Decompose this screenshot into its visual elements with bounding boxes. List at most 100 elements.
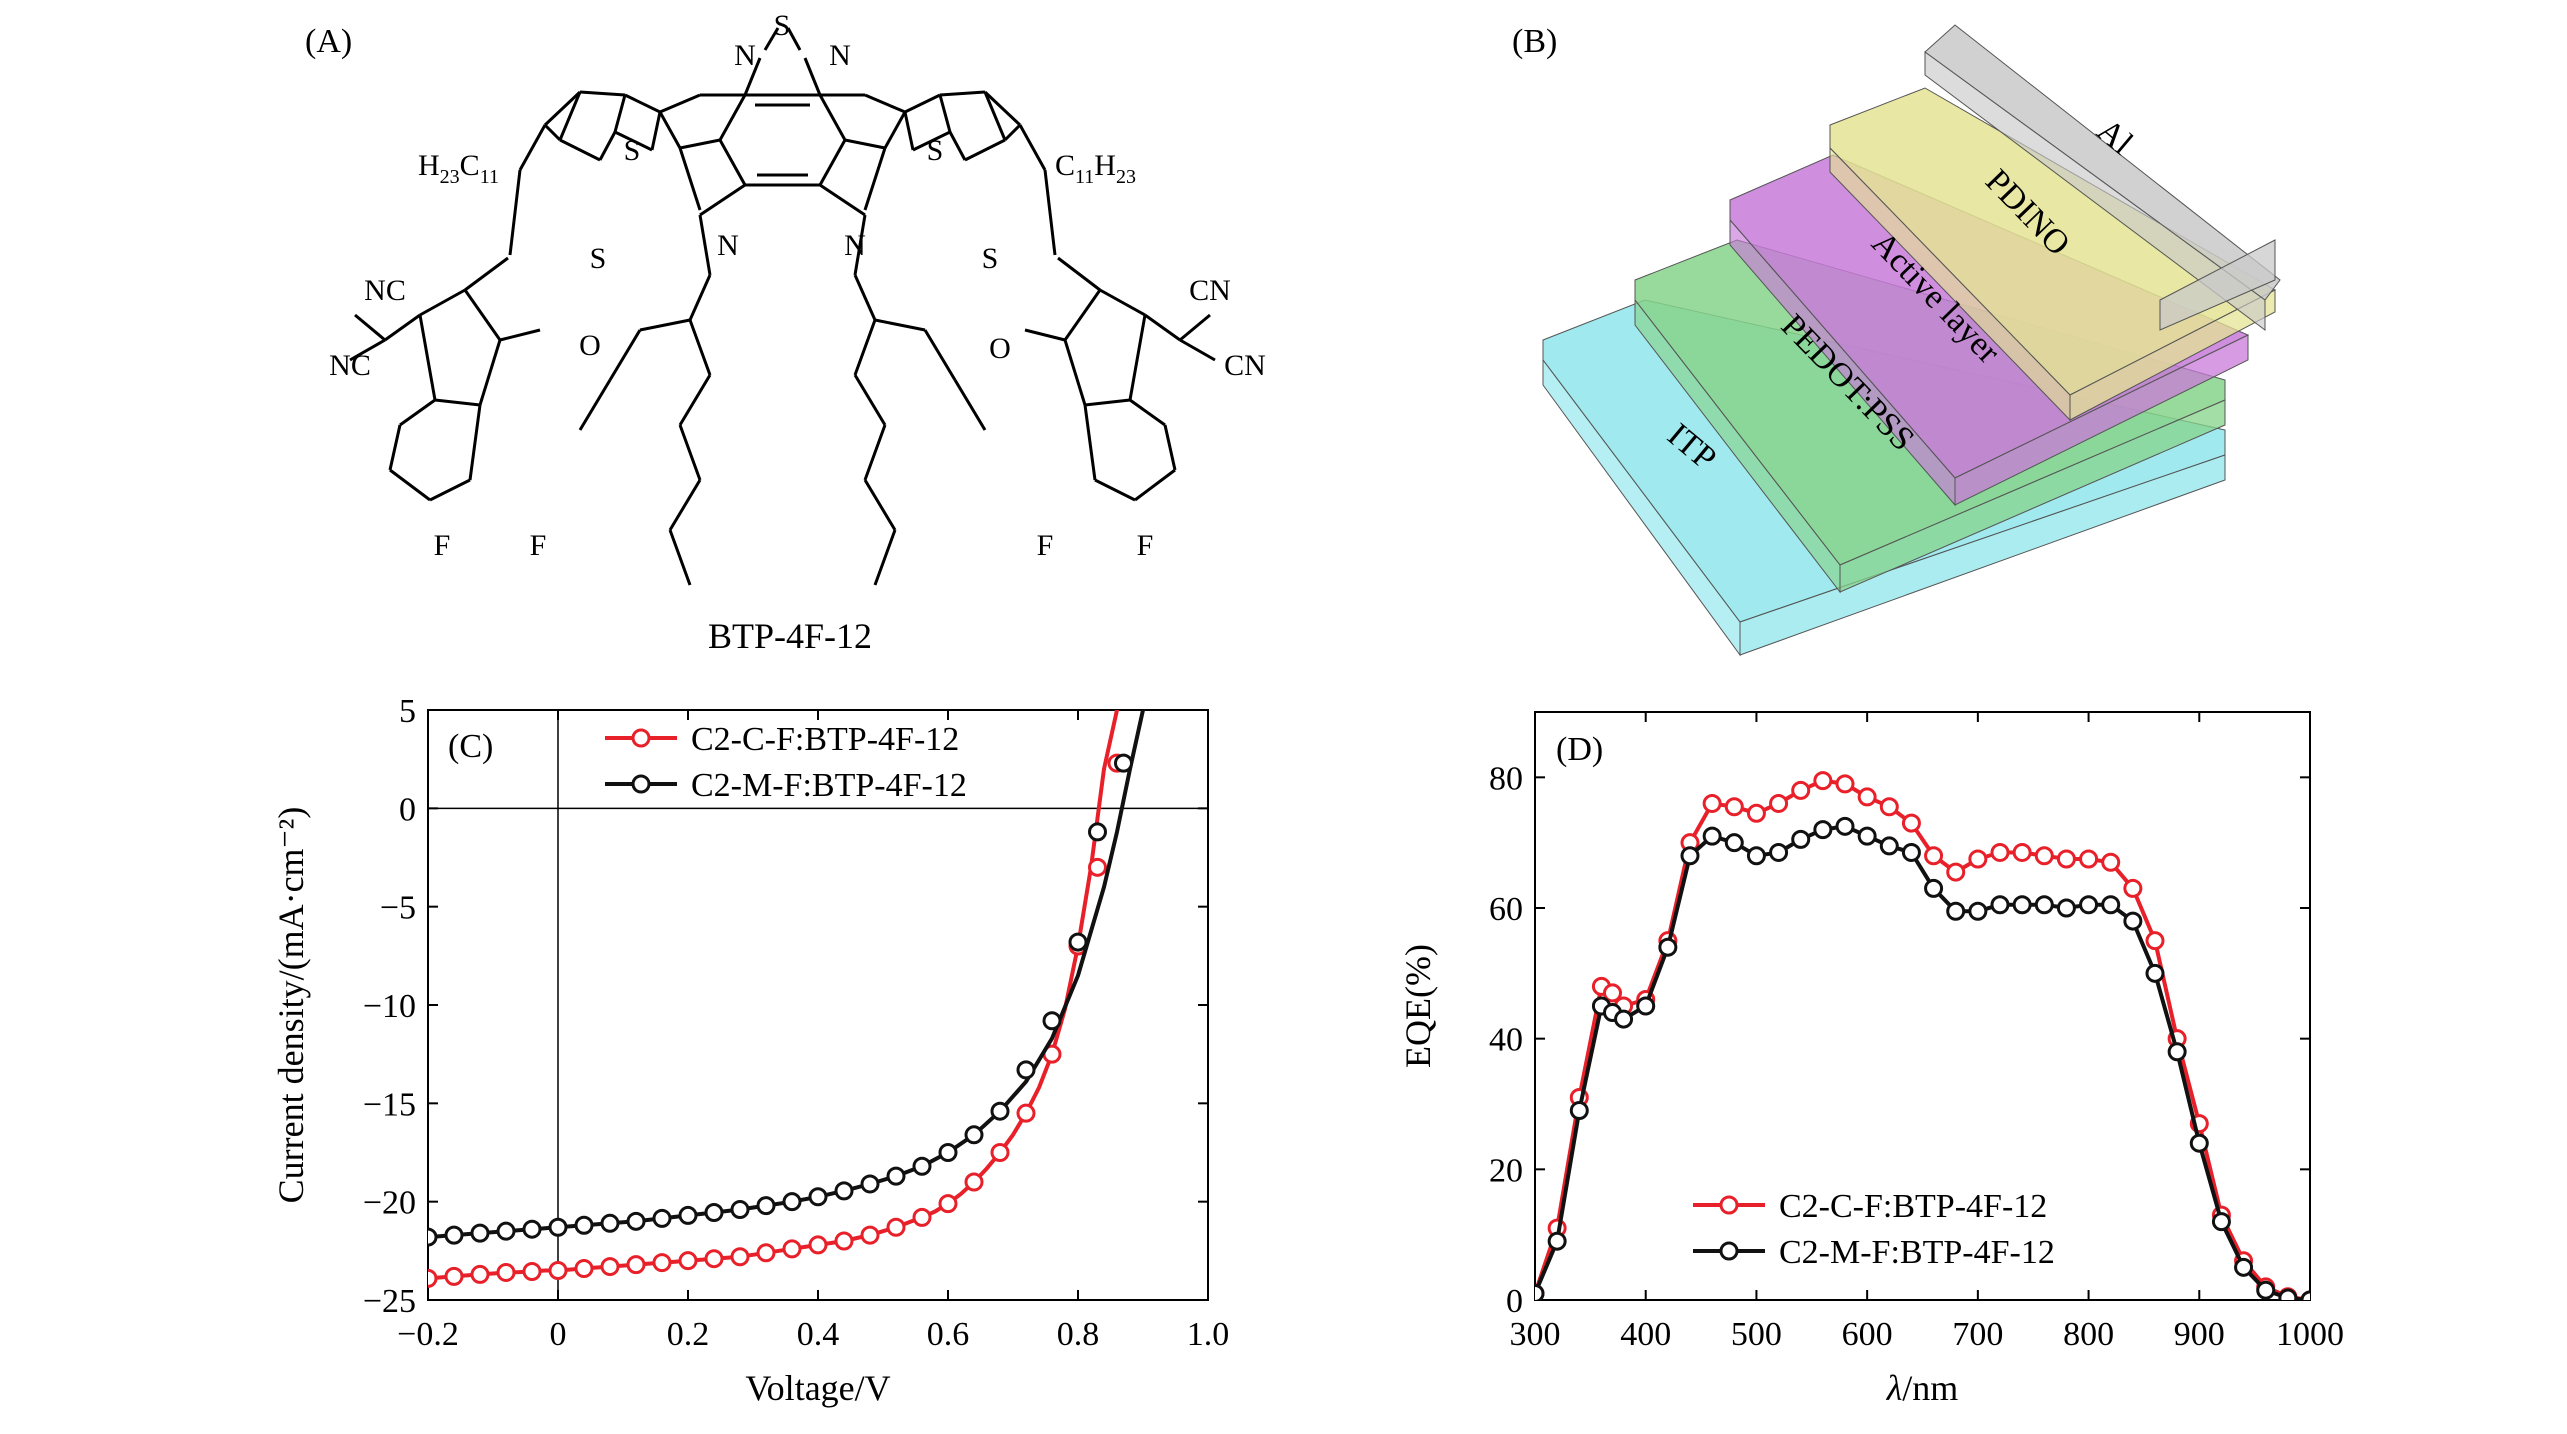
data-point: [600, 1213, 620, 1233]
data-point: [2101, 895, 2121, 915]
panel-label: (D): [1556, 731, 1603, 768]
bond: [698, 214, 712, 276]
molecule-skeleton: [349, 27, 1216, 586]
bond: [1179, 313, 1211, 342]
data-point: [1901, 813, 1921, 833]
data-point: [1813, 771, 1833, 791]
atom-label-f: F: [1037, 529, 1054, 562]
data-point: [1636, 996, 1656, 1016]
data-point: [912, 1156, 932, 1176]
x-tick-label: 700: [1952, 1316, 2003, 1353]
x-tick-label: −0.2: [397, 1316, 459, 1353]
bond: [1099, 288, 1146, 317]
data-point: [704, 1202, 724, 1222]
atom-label-s: S: [982, 242, 999, 275]
legend-marker: [1719, 1195, 1739, 1215]
x-tick-label: 300: [1510, 1316, 1561, 1353]
chart-d-eqe: 300 400 500 600 700 800 900 1000 0 20 40 60 80 (D) C2-…: [1398, 711, 2344, 1408]
data-point: [428, 1268, 438, 1288]
layer-al-side: [2159, 239, 2276, 331]
bond: [763, 27, 780, 51]
data-point: [2056, 898, 2076, 918]
bond: [903, 111, 915, 151]
data-point: [808, 1187, 828, 1207]
bond: [939, 90, 986, 97]
bond: [384, 313, 421, 342]
bond: [624, 93, 661, 114]
data-point: [1990, 842, 2010, 862]
bond: [650, 111, 662, 151]
data-point: [1042, 1011, 1062, 1031]
data-point: [2079, 895, 2099, 915]
data-point: [2123, 911, 2143, 931]
data-point: [1791, 829, 1811, 849]
data-point: [1569, 1101, 1589, 1121]
atom-label-alkyl-left: H23C11: [418, 149, 499, 188]
data-point: [834, 1181, 854, 1201]
series-line: [428, 710, 1120, 1281]
data-point: [860, 1225, 880, 1245]
data-point: [1016, 1060, 1036, 1080]
bond: [786, 27, 802, 51]
bond: [1003, 123, 1022, 142]
x-tick-label: 1.0: [1187, 1316, 1230, 1353]
x-tick-label: 0.4: [797, 1316, 840, 1353]
data-point: [1746, 803, 1766, 823]
layer-itp-side: [1739, 454, 2226, 656]
atom-label-s: S: [774, 9, 791, 42]
bond: [429, 478, 471, 502]
x-tick-label: 1000: [2276, 1316, 2344, 1353]
data-point: [1990, 895, 2010, 915]
legend-label: C2-M-F:BTP-4F-12: [691, 767, 967, 804]
bond: [912, 130, 951, 152]
bond: [464, 256, 509, 292]
atom-label-n: N: [844, 229, 866, 262]
data-point: [1702, 793, 1722, 813]
bond: [688, 274, 712, 321]
bond: [1024, 328, 1066, 342]
data-point: [1968, 901, 1988, 921]
bond: [1129, 398, 1166, 427]
bond: [948, 131, 967, 161]
data-point: [470, 1223, 490, 1243]
series-layer: [428, 710, 1146, 1288]
data-point: [2145, 931, 2165, 951]
bond: [613, 94, 627, 133]
panel-a-label: (A): [305, 23, 352, 60]
bond: [678, 424, 702, 481]
data-point: [428, 1227, 438, 1247]
bond: [659, 93, 701, 114]
bond: [679, 138, 721, 150]
bond: [354, 313, 386, 342]
data-point: [1547, 1231, 1567, 1251]
bond: [923, 329, 957, 381]
y-tick-label: −10: [363, 988, 416, 1025]
data-point: [2101, 852, 2121, 872]
x-tick-label: 600: [1842, 1316, 1893, 1353]
data-point: [1879, 797, 1899, 817]
data-point: [2234, 1257, 2254, 1277]
data-point: [496, 1262, 516, 1282]
atom-label-o: O: [579, 329, 601, 362]
data-point: [808, 1235, 828, 1255]
data-point: [2056, 849, 2076, 869]
y-tick-label: 60: [1489, 891, 1523, 928]
bond: [1018, 124, 1047, 171]
atom-label-alkyl-right: C11H23: [1055, 149, 1136, 188]
data-point: [1968, 849, 1988, 869]
bond: [953, 379, 987, 431]
bond: [499, 328, 541, 342]
bond: [1144, 313, 1181, 342]
layer-pedot-side: [1839, 399, 2226, 593]
data-point: [652, 1208, 672, 1228]
data-point: [678, 1205, 698, 1225]
data-point: [2256, 1280, 2276, 1300]
data-point: [1857, 826, 1877, 846]
bond: [388, 424, 402, 471]
bond: [558, 91, 582, 141]
data-point: [1535, 1283, 1545, 1300]
bond: [844, 138, 886, 150]
atom-label-f: F: [434, 529, 451, 562]
